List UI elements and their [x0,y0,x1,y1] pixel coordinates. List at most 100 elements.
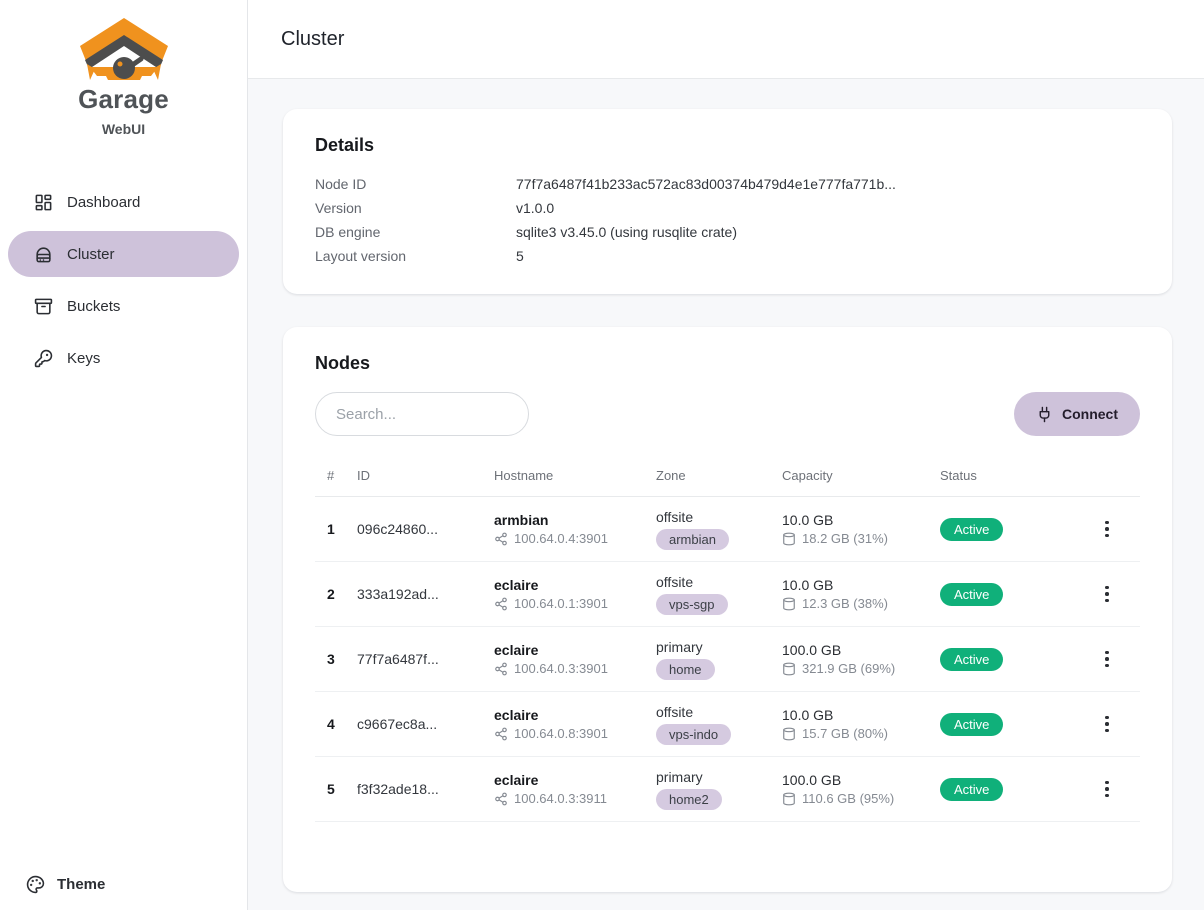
network-share-icon [495,727,507,740]
buckets-icon [34,298,53,314]
zone-tag-badge: armbian [656,528,729,550]
node-zone-cell: offsite vps-indo [656,704,782,745]
content: Details Node ID 77f7a6487f41b233ac572ac8… [248,79,1204,910]
node-capacity: 10.0 GB [782,512,834,528]
node-number: 3 [327,651,335,667]
disk-icon [783,662,795,675]
nodes-table: # ID Hostname Zone Capacity Status 1 096… [315,462,1140,822]
node-zone-cell: offsite vps-sgp [656,574,782,615]
node-hostname-cell: eclaire 100.64.0.3:3911 [494,772,656,806]
node-used: 12.3 GB (38%) [802,596,888,611]
node-zone: primary [656,638,703,655]
sidebar-item-keys[interactable]: Keys [8,335,239,381]
node-actions-cell [1064,707,1140,741]
node-capacity-cell: 10.0 GB 15.7 GB (80%) [782,707,940,741]
col-header-num: # [327,468,335,483]
sidebar-item-dashboard[interactable]: Dashboard [8,179,239,225]
keys-icon [34,349,53,367]
nodes-card: Nodes Connect # ID Hostname Zone [283,327,1172,892]
row-menu-button[interactable] [1090,772,1124,806]
plug-icon [1039,406,1050,422]
detail-row-node-id: Node ID 77f7a6487f41b233ac572ac83d00374b… [315,172,1140,196]
node-number: 1 [327,521,335,537]
row-menu-button[interactable] [1090,577,1124,611]
status-badge: Active [940,777,1004,801]
row-menu-button[interactable] [1090,512,1124,546]
detail-row-version: Version v1.0.0 [315,196,1140,220]
status-badge: Active [940,517,1004,541]
col-header-capacity: Capacity [782,468,833,483]
detail-label: Layout version [315,248,407,264]
network-share-icon [495,662,507,675]
connect-button[interactable]: Connect [1014,392,1140,436]
theme-label: Theme [57,876,106,893]
node-status-cell: Active [940,582,1064,606]
nodes-title: Nodes [315,353,371,373]
node-actions-cell [1064,577,1140,611]
node-hostname-cell: eclaire 100.64.0.1:3901 [494,577,656,611]
sidebar-item-label: Dashboard [67,193,141,211]
garage-logo-icon [79,18,168,80]
page-title: Cluster [281,27,345,50]
detail-value: v1.0.0 [516,200,555,216]
detail-label: DB engine [315,224,381,240]
sidebar-item-cluster[interactable]: Cluster [8,231,239,277]
node-used: 321.9 GB (69%) [802,661,896,676]
zone-tag-badge: vps-indo [656,723,732,745]
col-header-hostname: Hostname [494,468,554,483]
table-row: 1 096c24860... armbian 100.64.0.4:3901 o… [315,497,1140,562]
search-input[interactable] [315,392,529,436]
sidebar-nav: Dashboard Cluster Buckets Key [0,179,247,381]
row-menu-button[interactable] [1090,707,1124,741]
network-share-icon [495,532,507,545]
node-capacity: 10.0 GB [782,707,834,723]
detail-row-layout-version: Layout version 5 [315,244,1140,268]
status-badge: Active [940,647,1004,671]
network-share-icon [495,597,507,610]
row-menu-button[interactable] [1090,642,1124,676]
node-actions-cell [1064,772,1140,806]
node-hostname: eclaire [494,577,539,593]
node-status-cell: Active [940,647,1064,671]
details-title: Details [315,135,375,155]
table-row: 5 f3f32ade18... eclaire 100.64.0.3:3911 … [315,757,1140,822]
sidebar-item-label: Keys [67,349,101,367]
node-hostname: armbian [494,512,549,528]
node-capacity: 100.0 GB [782,642,842,658]
sidebar-item-label: Buckets [67,297,121,315]
detail-value: sqlite3 v3.45.0 (using rusqlite crate) [516,224,737,240]
node-status-cell: Active [940,777,1064,801]
node-status-cell: Active [940,712,1064,736]
table-row: 4 c9667ec8a... eclaire 100.64.0.8:3901 o… [315,692,1140,757]
brand: Garage WebUI [78,16,170,137]
node-address: 100.64.0.4:3901 [514,531,608,546]
col-header-zone: Zone [656,468,686,483]
node-id: 77f7a6487f... [357,651,439,667]
nodes-toolbar: Connect [315,392,1140,436]
node-used: 110.6 GB (95%) [802,791,895,806]
node-hostname-cell: eclaire 100.64.0.3:3901 [494,642,656,676]
theme-button[interactable]: Theme [26,875,105,894]
status-badge: Active [940,712,1004,736]
palette-icon [26,875,45,894]
node-capacity: 100.0 GB [782,772,842,788]
nodes-table-body: 1 096c24860... armbian 100.64.0.4:3901 o… [315,497,1140,822]
node-hostname: eclaire [494,707,539,723]
node-actions-cell [1064,512,1140,546]
node-number: 2 [327,586,335,602]
node-zone: offsite [656,573,694,590]
detail-label: Node ID [315,176,367,192]
disk-icon [783,792,795,805]
sidebar-item-buckets[interactable]: Buckets [8,283,239,329]
node-zone-cell: primary home2 [656,769,782,810]
node-used: 15.7 GB (80%) [802,726,888,741]
detail-value: 5 [516,248,524,264]
zone-tag-badge: home [656,658,715,680]
node-zone: primary [656,768,703,785]
node-hostname: eclaire [494,772,539,788]
node-zone: offsite [656,508,694,525]
node-number: 4 [327,716,335,732]
node-hostname-cell: armbian 100.64.0.4:3901 [494,512,656,546]
node-zone-cell: offsite armbian [656,509,782,550]
node-id: f3f32ade18... [357,781,439,797]
